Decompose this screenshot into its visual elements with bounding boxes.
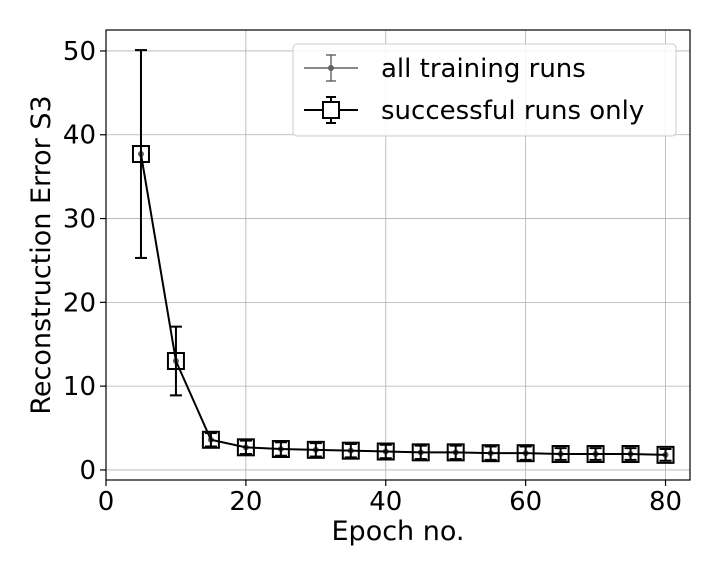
data-point — [656, 445, 675, 464]
y-tick-label: 0 — [79, 456, 96, 486]
y-tick-label: 40 — [63, 121, 96, 151]
plot-frame — [105, 29, 691, 481]
ticks: 0 20 40 60 80 0 10 20 30 40 50 — [63, 37, 682, 517]
y-tick-label: 20 — [63, 288, 96, 318]
x-tick-label: 80 — [649, 487, 682, 517]
data-point — [586, 445, 605, 464]
legend-marker — [322, 101, 340, 119]
data-point — [516, 444, 535, 463]
x-tick-label: 60 — [509, 487, 542, 517]
y-tick-label: 30 — [63, 205, 96, 235]
data-point — [236, 438, 255, 457]
x-tick-label: 40 — [369, 487, 402, 517]
legend-items: all training runs successful runs only — [304, 54, 644, 126]
data-point — [446, 443, 465, 462]
data-point — [481, 444, 500, 463]
legend: all training runs successful runs only — [292, 43, 677, 137]
legend-label: all training runs — [381, 54, 586, 84]
legend-box — [292, 43, 677, 137]
data-point — [341, 441, 360, 460]
y-axis-label: Reconstruction Error S3 — [26, 95, 57, 414]
x-tick-label: 0 — [98, 487, 115, 517]
data-point — [131, 145, 150, 164]
y-tick-label: 10 — [63, 372, 96, 402]
legend-marker — [328, 65, 334, 71]
series-line — [140, 153, 666, 456]
data-point — [551, 445, 570, 464]
data-point — [621, 445, 640, 464]
data-point — [306, 440, 325, 459]
series-line — [139, 153, 666, 456]
data-point — [166, 352, 185, 371]
x-axis-label: Epoch no. — [332, 516, 465, 547]
series-2 — [131, 49, 675, 464]
data-point — [376, 442, 395, 461]
data-point — [271, 439, 290, 458]
legend-label: successful runs only — [381, 96, 644, 126]
data-point — [411, 443, 430, 462]
y-tick-label: 50 — [63, 37, 96, 67]
series-layer — [131, 49, 675, 464]
x-tick-label: 20 — [229, 487, 262, 517]
data-point — [201, 430, 220, 449]
